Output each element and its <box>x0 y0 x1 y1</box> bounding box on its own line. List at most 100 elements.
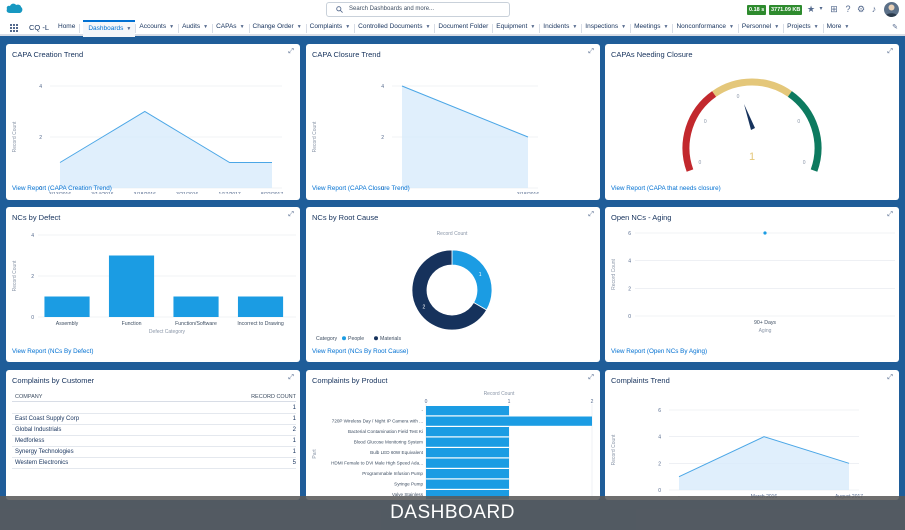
search-icon <box>336 6 343 13</box>
expand-icon[interactable]: ⤢ <box>887 48 893 55</box>
chevron-down-icon[interactable]: ▼ <box>126 26 132 32</box>
y-tick-label: Programmable Infusion Pump <box>362 471 423 476</box>
area-fill <box>402 86 528 188</box>
global-header: Search Dashboards and more... 0.18 s 377… <box>0 0 905 20</box>
x-tick-label: 3/21/2016 <box>176 192 198 194</box>
nav-tab-equipment[interactable]: Equipment ▼ <box>496 23 535 30</box>
expand-icon[interactable]: ⤢ <box>887 374 893 381</box>
nav-tab-more[interactable]: More ▼ <box>827 23 850 30</box>
nav-tab-projects[interactable]: Projects ▼ <box>787 23 818 30</box>
card-title: Complaints Trend <box>611 376 670 385</box>
help-icon[interactable]: ? <box>845 4 851 14</box>
expand-icon[interactable]: ⤢ <box>588 211 594 218</box>
nav-tab-document-folder[interactable]: Document Folder <box>438 23 488 30</box>
chevron-down-icon[interactable]: ▼ <box>296 24 302 30</box>
expand-icon[interactable]: ⤢ <box>588 48 594 55</box>
nav-tab-inspections[interactable]: Inspections ▼ <box>585 23 626 30</box>
chevron-down-icon[interactable]: ▼ <box>813 24 819 30</box>
expand-icon[interactable]: ⤢ <box>288 48 294 55</box>
chevron-down-icon[interactable]: ▼ <box>572 24 578 30</box>
nav-tab-audits[interactable]: Audits ▼ <box>182 23 208 30</box>
bar <box>426 490 509 500</box>
table-row[interactable]: Medforless 1 <box>12 436 296 447</box>
view-report-link[interactable]: View Report (NCs By Defect) <box>12 348 94 355</box>
y-tick-label: 4 <box>39 84 42 90</box>
nav-tab-change-order[interactable]: Change Order ▼ <box>253 23 302 30</box>
favorites-dropdown-icon[interactable]: ▾ <box>819 6 823 12</box>
y-tick-label: 0 <box>31 315 34 321</box>
app-launcher-icon[interactable] <box>10 24 18 32</box>
chevron-down-icon[interactable]: ▼ <box>169 24 175 30</box>
nav-tab-meetings[interactable]: Meetings ▼ <box>634 23 668 30</box>
nav-tab-label: Change Order <box>252 23 294 30</box>
nav-tab-controlled-documents[interactable]: Controlled Documents ▼ <box>358 23 430 30</box>
card-complaints-by-product: Complaints by Product ⤢ Record Count 0 1 2 -… <box>306 370 600 500</box>
view-report-link[interactable]: View Report (Open NCs By Aging) <box>611 348 708 355</box>
setup-gear-icon[interactable]: ⚙ <box>856 4 866 14</box>
nav-divider <box>212 24 214 33</box>
gauge-tick-label: 0 <box>797 119 800 125</box>
chevron-down-icon[interactable]: ▼ <box>728 24 734 30</box>
chevron-down-icon[interactable]: ▼ <box>425 24 431 30</box>
expand-icon[interactable]: ⤢ <box>588 374 594 381</box>
complaints-product-chart: Record Count 0 1 2 - 720P Wireless Day / Nigh… <box>312 391 594 500</box>
nav-tab-nonconformance[interactable]: Nonconformance ▼ <box>676 23 733 30</box>
y-tick-label: 2 <box>39 135 42 141</box>
favorite-star-icon[interactable]: ★ <box>806 4 816 14</box>
expand-icon[interactable]: ⤢ <box>887 211 893 218</box>
card-title: NCs by Root Cause <box>312 213 379 222</box>
view-report-link[interactable]: View Report (NCs By Root Cause) <box>312 348 409 355</box>
view-report-link[interactable]: View Report (CAPA that needs closure) <box>611 185 721 192</box>
view-report-link[interactable]: View Report (CAPA Creation Trend) <box>12 185 112 192</box>
nav-tab-accounts[interactable]: Accounts ▼ <box>139 23 174 30</box>
nav-divider <box>354 24 356 33</box>
nav-divider <box>79 24 81 33</box>
chevron-down-icon[interactable]: ▼ <box>621 24 627 30</box>
nav-tab-dashboards[interactable]: Dashboards ▼ <box>83 20 136 37</box>
user-avatar[interactable] <box>884 2 899 17</box>
nav-tab-home[interactable]: Home <box>58 23 75 30</box>
series-line <box>678 436 850 478</box>
chevron-down-icon[interactable]: ▼ <box>203 24 209 30</box>
chevron-down-icon[interactable]: ▼ <box>774 24 780 30</box>
slice-data-label: 1 <box>479 272 482 278</box>
table-row[interactable]: Synergy Technologies 1 <box>12 447 296 458</box>
nav-tab-label: Accounts <box>139 23 167 30</box>
table-row[interactable]: Global Industrials 2 <box>12 425 296 436</box>
chevron-down-icon[interactable]: ▼ <box>239 24 245 30</box>
chevron-down-icon[interactable]: ▼ <box>844 24 850 30</box>
area-fill <box>679 436 849 490</box>
salesforce-logo-icon[interactable] <box>6 2 24 15</box>
chevron-down-icon[interactable]: ▼ <box>530 24 536 30</box>
global-search-input[interactable]: Search Dashboards and more... <box>326 2 510 17</box>
table-row[interactable]: 1 <box>12 403 296 414</box>
card-complaints-by-customer: Complaints by Customer ⤢ COMPANY RECORD … <box>6 370 300 500</box>
gauge-tick-label: 0 <box>704 119 707 125</box>
nav-tab-incidents[interactable]: Incidents ▼ <box>543 23 577 30</box>
open-nc-aging-chart: 6 4 2 0 90+ Days Aging Record Count <box>611 231 895 334</box>
slice-data-label: 2 <box>422 304 425 310</box>
company-cell: East Coast Supply Corp <box>15 416 80 422</box>
nav-tab-capas[interactable]: CAPAs ▼ <box>216 23 244 30</box>
nav-tab-complaints[interactable]: Complaints ▼ <box>310 23 350 30</box>
chevron-down-icon[interactable]: ▼ <box>663 24 669 30</box>
nav-tab-personnel[interactable]: Personnel ▼ <box>742 23 779 30</box>
expand-icon[interactable]: ⤢ <box>288 374 294 381</box>
column-header-company[interactable]: COMPANY <box>15 394 43 400</box>
table-row[interactable]: Western Electronics 5 <box>12 458 296 469</box>
nav-edit-icon[interactable]: ✎ <box>892 24 898 31</box>
nav-tab-label: More <box>826 23 842 30</box>
view-report-link[interactable]: View Report (CAPA Closure Trend) <box>312 185 410 192</box>
nav-divider <box>135 24 137 33</box>
table-row[interactable]: East Coast Supply Corp 1 <box>12 414 296 425</box>
chevron-down-icon[interactable]: ▼ <box>345 24 351 30</box>
record-count-cell: 2 <box>292 427 296 433</box>
notifications-bell-icon[interactable]: ♪ <box>871 4 877 14</box>
expand-icon[interactable]: ⤢ <box>288 211 294 218</box>
column-header-record-count[interactable]: RECORD COUNT <box>251 394 296 400</box>
capa-gauge-chart: 0 0 0 0 0 1 <box>682 78 822 172</box>
add-icon[interactable]: ⊞ <box>830 4 838 14</box>
gauge-needle <box>744 104 755 130</box>
y-tick-label: 6 <box>628 231 631 237</box>
